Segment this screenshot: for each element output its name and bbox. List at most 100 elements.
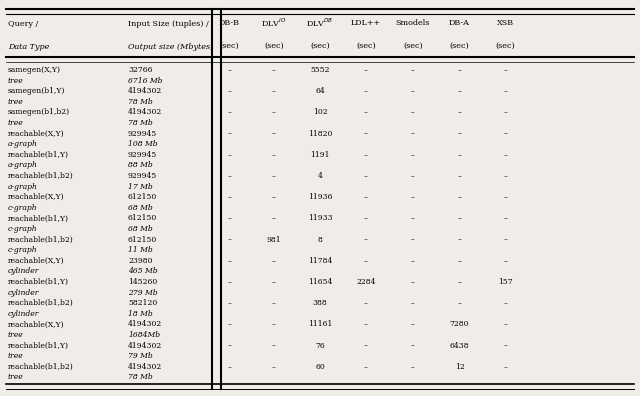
Text: –: – [272,66,276,74]
Text: –: – [272,129,276,137]
Text: 68 Mb: 68 Mb [128,204,153,212]
Text: Data Type: Data Type [8,43,49,51]
Text: –: – [458,151,461,159]
Text: –: – [458,193,461,201]
Text: 23980: 23980 [128,257,152,265]
Text: 78 Mb: 78 Mb [128,98,153,106]
Text: (sec): (sec) [356,42,376,50]
Text: –: – [458,278,461,286]
Text: –: – [227,193,231,201]
Text: 4194302: 4194302 [128,342,163,350]
Text: –: – [227,236,231,244]
Text: DLV$^{DB}$: DLV$^{DB}$ [307,16,333,29]
Text: samegen(b1,b2): samegen(b1,b2) [8,109,70,116]
Text: 929945: 929945 [128,151,157,159]
Text: 11161: 11161 [308,320,332,328]
Text: –: – [364,320,368,328]
Text: 4194302: 4194302 [128,109,163,116]
Text: –: – [504,172,508,180]
Text: tree: tree [8,76,24,85]
Text: –: – [364,66,368,74]
Text: Smodels: Smodels [396,19,430,27]
Text: –: – [227,66,231,74]
Text: reachable(b1,b2): reachable(b1,b2) [8,363,74,371]
Text: –: – [227,363,231,371]
Text: –: – [504,87,508,95]
Text: (sec): (sec) [403,42,422,50]
Text: –: – [458,299,461,307]
Text: a-graph: a-graph [8,162,38,169]
Text: –: – [272,109,276,116]
Text: reachable(b1,b2): reachable(b1,b2) [8,236,74,244]
Text: –: – [411,363,415,371]
Text: –: – [504,66,508,74]
Text: –: – [364,214,368,223]
Text: –: – [458,257,461,265]
Text: 4194302: 4194302 [128,87,163,95]
Text: 17 Mb: 17 Mb [128,183,153,190]
Text: –: – [364,172,368,180]
Text: tree: tree [8,98,24,106]
Text: 1684Mb: 1684Mb [128,331,160,339]
Text: –: – [458,236,461,244]
Text: 981: 981 [267,236,281,244]
Text: –: – [504,363,508,371]
Text: 64: 64 [315,87,325,95]
Text: –: – [504,299,508,307]
Text: –: – [504,193,508,201]
Text: c-graph: c-graph [8,204,37,212]
Text: 18 Mb: 18 Mb [128,310,153,318]
Text: 4194302: 4194302 [128,363,163,371]
Text: 388: 388 [312,299,328,307]
Text: –: – [411,278,415,286]
Text: 612150: 612150 [128,236,157,244]
Text: –: – [458,214,461,223]
Text: LDL++: LDL++ [351,19,381,27]
Text: 8: 8 [317,236,323,244]
Text: –: – [411,109,415,116]
Text: 60: 60 [315,363,325,371]
Text: reachable(X,Y): reachable(X,Y) [8,129,64,137]
Text: –: – [504,151,508,159]
Text: –: – [411,172,415,180]
Text: –: – [504,214,508,223]
Text: –: – [272,257,276,265]
Text: c-graph: c-graph [8,246,37,254]
Text: 5552: 5552 [310,66,330,74]
Text: 465 Mb: 465 Mb [128,267,157,275]
Text: –: – [364,109,368,116]
Text: –: – [504,236,508,244]
Text: tree: tree [8,352,24,360]
Text: –: – [364,299,368,307]
Text: 11936: 11936 [308,193,332,201]
Text: reachable(b1,Y): reachable(b1,Y) [8,214,68,223]
Text: –: – [411,236,415,244]
Text: –: – [272,363,276,371]
Text: 78 Mb: 78 Mb [128,119,153,127]
Text: –: – [364,87,368,95]
Text: –: – [227,151,231,159]
Text: cylinder: cylinder [8,310,39,318]
Text: samegen(b1,Y): samegen(b1,Y) [8,87,65,95]
Text: Input Size (tuples) /: Input Size (tuples) / [128,20,209,28]
Text: 102: 102 [313,109,327,116]
Text: –: – [227,278,231,286]
Text: (sec): (sec) [220,42,239,50]
Text: 612150: 612150 [128,214,157,223]
Text: 11784: 11784 [308,257,332,265]
Text: –: – [411,299,415,307]
Text: –: – [227,129,231,137]
Text: –: – [458,129,461,137]
Text: reachable(b1,Y): reachable(b1,Y) [8,278,68,286]
Text: 2284: 2284 [356,278,376,286]
Text: 4194302: 4194302 [128,320,163,328]
Text: a-graph: a-graph [8,183,38,190]
Text: reachable(X,Y): reachable(X,Y) [8,193,64,201]
Text: –: – [411,320,415,328]
Text: DB-A: DB-A [449,19,470,27]
Text: –: – [504,257,508,265]
Text: 6716 Mb: 6716 Mb [128,76,163,85]
Text: –: – [458,109,461,116]
Text: tree: tree [8,119,24,127]
Text: (sec): (sec) [310,42,330,50]
